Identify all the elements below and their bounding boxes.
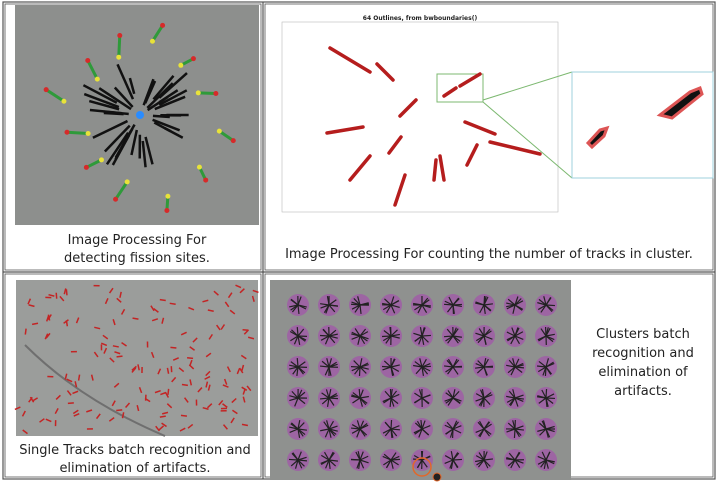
texture <box>85 58 90 63</box>
texture <box>66 289 67 295</box>
texture <box>79 375 80 381</box>
texture <box>178 63 183 68</box>
texture <box>203 178 208 183</box>
texture <box>434 160 436 180</box>
texture <box>66 320 67 326</box>
texture <box>160 416 166 417</box>
caption: Image Processing For counting the number… <box>285 247 693 262</box>
texture <box>391 420 392 429</box>
texture <box>160 300 166 301</box>
texture <box>116 410 122 411</box>
texture <box>113 197 118 202</box>
texture <box>391 429 400 430</box>
texture <box>444 336 453 337</box>
texture <box>196 90 201 95</box>
texture <box>181 415 187 416</box>
texture <box>136 111 144 119</box>
texture <box>391 459 400 460</box>
texture <box>298 460 307 461</box>
texture <box>86 131 91 136</box>
caption: Clusters batch <box>596 327 690 342</box>
texture <box>351 459 360 460</box>
texture <box>422 366 431 367</box>
texture <box>320 335 329 336</box>
caption: elimination of <box>598 365 688 380</box>
clusters-image <box>270 280 571 481</box>
texture <box>67 132 88 133</box>
texture <box>242 424 248 425</box>
texture <box>422 335 431 336</box>
texture <box>99 157 104 162</box>
texture <box>453 366 462 367</box>
texture <box>453 459 462 460</box>
texture <box>546 305 555 306</box>
texture <box>84 165 89 170</box>
texture <box>64 130 69 135</box>
texture <box>514 429 515 438</box>
caption: recognition and <box>592 346 694 361</box>
texture <box>117 33 122 38</box>
fission-image <box>15 5 259 225</box>
texture <box>433 473 441 481</box>
texture <box>119 36 120 58</box>
tracks-image <box>15 280 259 436</box>
texture <box>231 138 236 143</box>
texture <box>95 77 100 82</box>
texture <box>116 55 121 60</box>
texture <box>165 194 170 199</box>
texture <box>61 99 66 104</box>
plot-title: 64 Outlines, from bwboundaries() <box>363 15 478 22</box>
texture <box>160 23 165 28</box>
caption: elimination of artifacts. <box>59 461 210 476</box>
texture <box>182 385 188 386</box>
texture <box>198 93 216 94</box>
texture <box>297 327 298 336</box>
texture <box>117 356 123 357</box>
caption: artifacts. <box>614 384 672 399</box>
outline-plot <box>270 8 713 232</box>
texture <box>217 129 222 134</box>
caption: detecting fission sites. <box>64 251 210 266</box>
caption: Image Processing For <box>68 233 207 248</box>
texture <box>170 347 176 348</box>
texture <box>168 389 169 395</box>
caption: Single Tracks batch recognition and <box>19 443 251 458</box>
texture <box>133 318 139 319</box>
texture <box>453 304 462 305</box>
texture <box>213 91 218 96</box>
texture <box>150 39 155 44</box>
texture <box>170 303 176 304</box>
texture <box>164 208 169 213</box>
texture <box>297 358 298 367</box>
texture <box>125 179 130 184</box>
texture <box>546 389 547 398</box>
texture <box>187 358 193 359</box>
texture <box>484 366 493 367</box>
texture <box>44 87 49 92</box>
texture <box>25 329 26 335</box>
texture <box>289 459 298 460</box>
texture <box>191 56 196 61</box>
texture <box>197 165 202 170</box>
